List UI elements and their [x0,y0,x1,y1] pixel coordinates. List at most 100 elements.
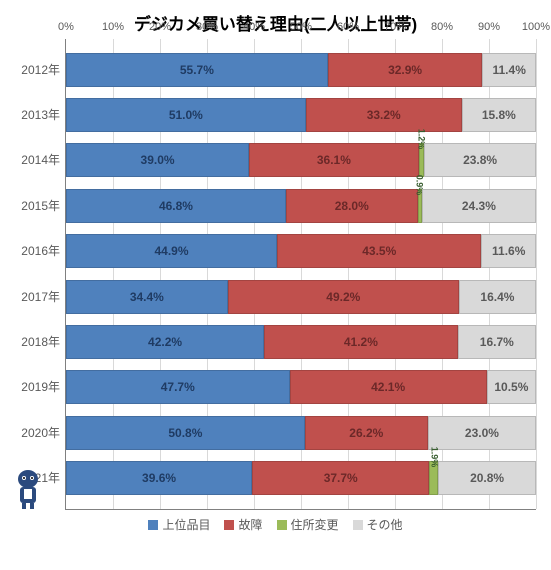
bar-segment-upper: 34.4% [66,280,228,314]
bar-segment-upper: 39.0% [66,143,249,177]
x-axis-labels: 0%10%20%30%40%50%60%70%80%90%100% [66,21,536,37]
plot-area: 0%10%20%30%40%50%60%70%80%90%100% 2012年5… [65,39,536,510]
bar-segment-label: 55.7% [180,63,214,77]
bar: 34.4%49.2%16.4% [66,280,536,314]
bar-segment-upper: 39.6% [66,461,252,495]
bar-segment-upper: 55.7% [66,53,328,87]
y-tick-label: 2018年 [21,325,66,359]
legend-swatch [277,520,287,530]
bar-segment-label: 32.9% [388,63,422,77]
legend-label: 住所変更 [291,516,339,533]
bar-segment-label: 47.7% [161,380,195,394]
bar-segment-broken: 28.0% [286,189,418,223]
x-tick-label: 30% [196,21,218,33]
bar: 44.9% 43.5% 11.6% [66,234,536,268]
bar-row: 2014年39.0%36.1%1.2%23.8% [66,143,536,177]
bar-row: 2020年50.8%26.2%23.0% [66,416,536,450]
bar: 46.8%28.0%0.9%24.3% [66,189,536,223]
y-tick-label: 2017年 [21,280,66,314]
bar-row: 2019年47.7%42.1%10.5% [66,370,536,404]
bar-segment-broken: 26.2% [305,416,428,450]
bar-segment-move: 1.9% [429,461,438,495]
bar-segment-label: 43.5% [362,244,396,258]
bar-segment-broken: 36.1% [249,143,419,177]
bar-segment-other: 23.0% [428,416,536,450]
bars: 2012年55.7%32.9%11.4%2013年51.0%33.2%15.8%… [66,39,536,509]
legend-item-broken: 故障 [224,516,262,533]
bar: 47.7% 42.1% 10.5% [66,370,536,404]
x-tick-label: 10% [102,21,124,33]
bar-row: 2016年44.9%43.5%11.6% [66,234,536,268]
bar-segment-label: 28.0% [335,199,369,213]
bar-segment-broken: 37.7% [252,461,429,495]
x-tick-label: 60% [337,21,359,33]
chart-container: デジカメ買い替え理由(二人以上世帯) 0%10%20%30%40%50%60%7… [10,10,541,533]
bar-segment-other: 16.7% [458,325,536,359]
x-tick-label: 80% [431,21,453,33]
bar-segment-upper: 46.8% [66,189,286,223]
y-tick-label: 2012年 [21,53,66,87]
bar-segment-label: 42.1% [371,380,405,394]
bar-segment-other: 16.4% [459,280,536,314]
bar-segment-label: 44.9% [154,244,188,258]
bar-segment-broken: 41.2% [264,325,457,359]
bar-segment-label: 23.0% [465,426,499,440]
bar: 42.2% 41.2% 16.7% [66,325,536,359]
y-tick-label: 2014年 [21,143,66,177]
bar-segment-label: 20.8% [470,471,504,485]
legend-swatch [148,520,158,530]
bar-segment-label: 11.6% [492,244,525,258]
bar-segment-label: 51.0% [169,108,203,122]
bar-segment-label: 37.7% [324,471,358,485]
bar-segment-upper: 42.2% [66,325,264,359]
bar: 55.7% 32.9% 11.4% [66,53,536,87]
grid-line [536,39,537,509]
bar-row: 2021年39.6%37.7%1.9%20.8% [66,461,536,495]
y-tick-label: 2013年 [21,98,66,132]
bar-segment-upper: 51.0% [66,98,306,132]
legend-label: 故障 [238,516,262,533]
y-tick-label: 2015年 [21,189,66,223]
bar-segment-broken: 43.5% [277,234,481,268]
bar-segment-label: 10.5% [494,380,528,394]
bar-segment-label: 16.4% [480,290,514,304]
legend-swatch [353,520,363,530]
bar-row: 2013年51.0%33.2%15.8% [66,98,536,132]
y-tick-label: 2020年 [21,416,66,450]
x-tick-label: 70% [384,21,406,33]
bar-segment-broken: 33.2% [306,98,462,132]
legend-label: その他 [367,516,403,533]
bar: 39.0%36.1%1.2%23.8% [66,143,536,177]
bar-segment-other: 24.3% [422,189,536,223]
bar-segment-label: 24.3% [462,199,496,213]
bar-segment-label: 41.2% [344,335,378,349]
bar-segment-label: 16.7% [480,335,514,349]
bar-segment-other: 11.6% [481,234,536,268]
bar-segment-label: 46.8% [159,199,193,213]
bar-segment-broken: 32.9% [328,53,483,87]
x-tick-label: 90% [478,21,500,33]
bar-segment-label: 33.2% [367,108,401,122]
x-tick-label: 50% [290,21,312,33]
bar-segment-upper: 50.8% [66,416,305,450]
legend-item-upper: 上位品目 [148,516,210,533]
legend-item-other: その他 [353,516,403,533]
legend-label: 上位品目 [162,516,210,533]
bar: 39.6% 37.7% 1.9% 20.8% [66,461,536,495]
bar-segment-label: 39.0% [141,153,175,167]
bar-row: 2012年55.7%32.9%11.4% [66,53,536,87]
bar: 51.0%33.2%15.8% [66,98,536,132]
legend-swatch [224,520,234,530]
bar-segment-label: 36.1% [317,153,351,167]
bar-segment-label: 34.4% [130,290,164,304]
y-tick-label: 2016年 [21,234,66,268]
bar-segment-label: 26.2% [349,426,383,440]
bar-segment-upper: 47.7% [66,370,290,404]
bar-segment-other: 20.8% [438,461,536,495]
bar-segment-label: 23.8% [463,153,497,167]
bar-segment-other: 10.5% [487,370,536,404]
bar-segment-label: 50.8% [168,426,202,440]
x-tick-label: 20% [149,21,171,33]
bar-segment-label: 11.4% [493,63,526,77]
bar-row: 2015年46.8%28.0%0.9%24.3% [66,189,536,223]
